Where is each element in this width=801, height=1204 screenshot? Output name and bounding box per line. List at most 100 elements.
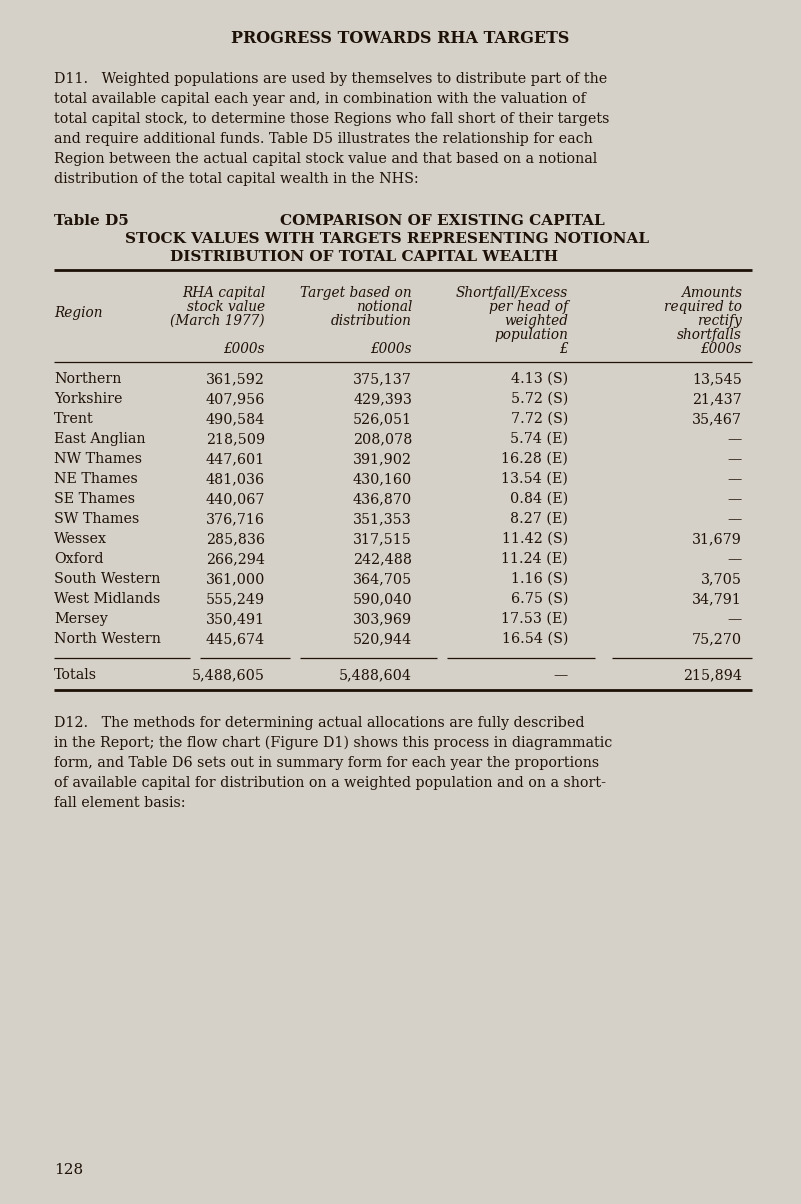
Text: 526,051: 526,051 [353,412,412,426]
Text: Oxford: Oxford [54,551,103,566]
Text: North Western: North Western [54,632,161,647]
Text: Amounts: Amounts [681,287,742,300]
Text: Mersey: Mersey [54,612,108,626]
Text: total available capital each year and, in combination with the valuation of: total available capital each year and, i… [54,92,586,106]
Text: 34,791: 34,791 [692,592,742,606]
Text: 266,294: 266,294 [206,551,265,566]
Text: 5.72 (S): 5.72 (S) [511,393,568,406]
Text: 1.16 (S): 1.16 (S) [511,572,568,586]
Text: Totals: Totals [54,668,97,681]
Text: 13,545: 13,545 [692,372,742,386]
Text: stock value: stock value [187,300,265,314]
Text: DISTRIBUTION OF TOTAL CAPITAL WEALTH: DISTRIBUTION OF TOTAL CAPITAL WEALTH [170,250,558,264]
Text: 351,353: 351,353 [353,512,412,526]
Text: —: — [728,512,742,526]
Text: 21,437: 21,437 [692,393,742,406]
Text: of available capital for distribution on a weighted population and on a short-: of available capital for distribution on… [54,777,606,790]
Text: —: — [728,492,742,506]
Text: Target based on: Target based on [300,287,412,300]
Text: 13.54 (E): 13.54 (E) [501,472,568,486]
Text: Yorkshire: Yorkshire [54,393,123,406]
Text: SE Thames: SE Thames [54,492,135,506]
Text: NW Thames: NW Thames [54,452,142,466]
Text: Table D5: Table D5 [54,214,129,228]
Text: NE Thames: NE Thames [54,472,138,486]
Text: 350,491: 350,491 [206,612,265,626]
Text: 317,515: 317,515 [353,532,412,545]
Text: D11.   Weighted populations are used by themselves to distribute part of the: D11. Weighted populations are used by th… [54,72,607,85]
Text: total capital stock, to determine those Regions who fall short of their targets: total capital stock, to determine those … [54,112,610,126]
Text: 5,488,605: 5,488,605 [192,668,265,681]
Text: £000s: £000s [371,342,412,356]
Text: distribution: distribution [331,314,412,327]
Text: 4.13 (S): 4.13 (S) [511,372,568,386]
Text: 3,705: 3,705 [701,572,742,586]
Text: SW Thames: SW Thames [54,512,139,526]
Text: 16.54 (S): 16.54 (S) [501,632,568,647]
Text: weighted: weighted [504,314,568,327]
Text: —: — [553,668,568,681]
Text: COMPARISON OF EXISTING CAPITAL: COMPARISON OF EXISTING CAPITAL [280,214,605,228]
Text: rectify: rectify [697,314,742,327]
Text: in the Report; the flow chart (Figure D1) shows this process in diagrammatic: in the Report; the flow chart (Figure D1… [54,736,612,750]
Text: 31,679: 31,679 [692,532,742,545]
Text: 17.53 (E): 17.53 (E) [501,612,568,626]
Text: 590,040: 590,040 [352,592,412,606]
Text: 303,969: 303,969 [353,612,412,626]
Text: fall element basis:: fall element basis: [54,796,186,810]
Text: —: — [728,612,742,626]
Text: required to: required to [664,300,742,314]
Text: RHA capital: RHA capital [182,287,265,300]
Text: 364,705: 364,705 [352,572,412,586]
Text: West Midlands: West Midlands [54,592,160,606]
Text: Region: Region [54,306,103,320]
Text: 445,674: 445,674 [206,632,265,647]
Text: 242,488: 242,488 [353,551,412,566]
Text: South Western: South Western [54,572,160,586]
Text: and require additional funds. Table D5 illustrates the relationship for each: and require additional funds. Table D5 i… [54,132,593,146]
Text: 490,584: 490,584 [206,412,265,426]
Text: 430,160: 430,160 [352,472,412,486]
Text: 208,078: 208,078 [352,432,412,445]
Text: 407,956: 407,956 [206,393,265,406]
Text: 128: 128 [54,1163,83,1178]
Text: 520,944: 520,944 [352,632,412,647]
Text: (March 1977): (March 1977) [171,314,265,327]
Text: Region between the actual capital stock value and that based on a notional: Region between the actual capital stock … [54,152,598,166]
Text: East Anglian: East Anglian [54,432,146,445]
Text: distribution of the total capital wealth in the NHS:: distribution of the total capital wealth… [54,172,419,185]
Text: 429,393: 429,393 [353,393,412,406]
Text: 375,137: 375,137 [353,372,412,386]
Text: PROGRESS TOWARDS RHA TARGETS: PROGRESS TOWARDS RHA TARGETS [231,30,570,47]
Text: Shortfall/Excess: Shortfall/Excess [456,287,568,300]
Text: —: — [728,432,742,445]
Text: D12.   The methods for determining actual allocations are fully described: D12. The methods for determining actual … [54,716,585,730]
Text: shortfalls: shortfalls [677,327,742,342]
Text: 436,870: 436,870 [352,492,412,506]
Text: population: population [494,327,568,342]
Text: 5,488,604: 5,488,604 [339,668,412,681]
Text: —: — [728,472,742,486]
Text: 5.74 (E): 5.74 (E) [510,432,568,445]
Text: Trent: Trent [54,412,94,426]
Text: notional: notional [356,300,412,314]
Text: STOCK VALUES WITH TARGETS REPRESENTING NOTIONAL: STOCK VALUES WITH TARGETS REPRESENTING N… [125,232,649,246]
Text: 361,592: 361,592 [206,372,265,386]
Text: 391,902: 391,902 [353,452,412,466]
Text: 11.42 (S): 11.42 (S) [502,532,568,545]
Text: 8.27 (E): 8.27 (E) [510,512,568,526]
Text: 0.84 (E): 0.84 (E) [510,492,568,506]
Text: 481,036: 481,036 [206,472,265,486]
Text: 6.75 (S): 6.75 (S) [510,592,568,606]
Text: 11.24 (E): 11.24 (E) [501,551,568,566]
Text: 285,836: 285,836 [206,532,265,545]
Text: Northern: Northern [54,372,122,386]
Text: per head of: per head of [489,300,568,314]
Text: —: — [728,551,742,566]
Text: Wessex: Wessex [54,532,107,545]
Text: £000s: £000s [701,342,742,356]
Text: £000s: £000s [223,342,265,356]
Text: form, and Table D6 sets out in summary form for each year the proportions: form, and Table D6 sets out in summary f… [54,756,599,771]
Text: 376,716: 376,716 [206,512,265,526]
Text: 35,467: 35,467 [692,412,742,426]
